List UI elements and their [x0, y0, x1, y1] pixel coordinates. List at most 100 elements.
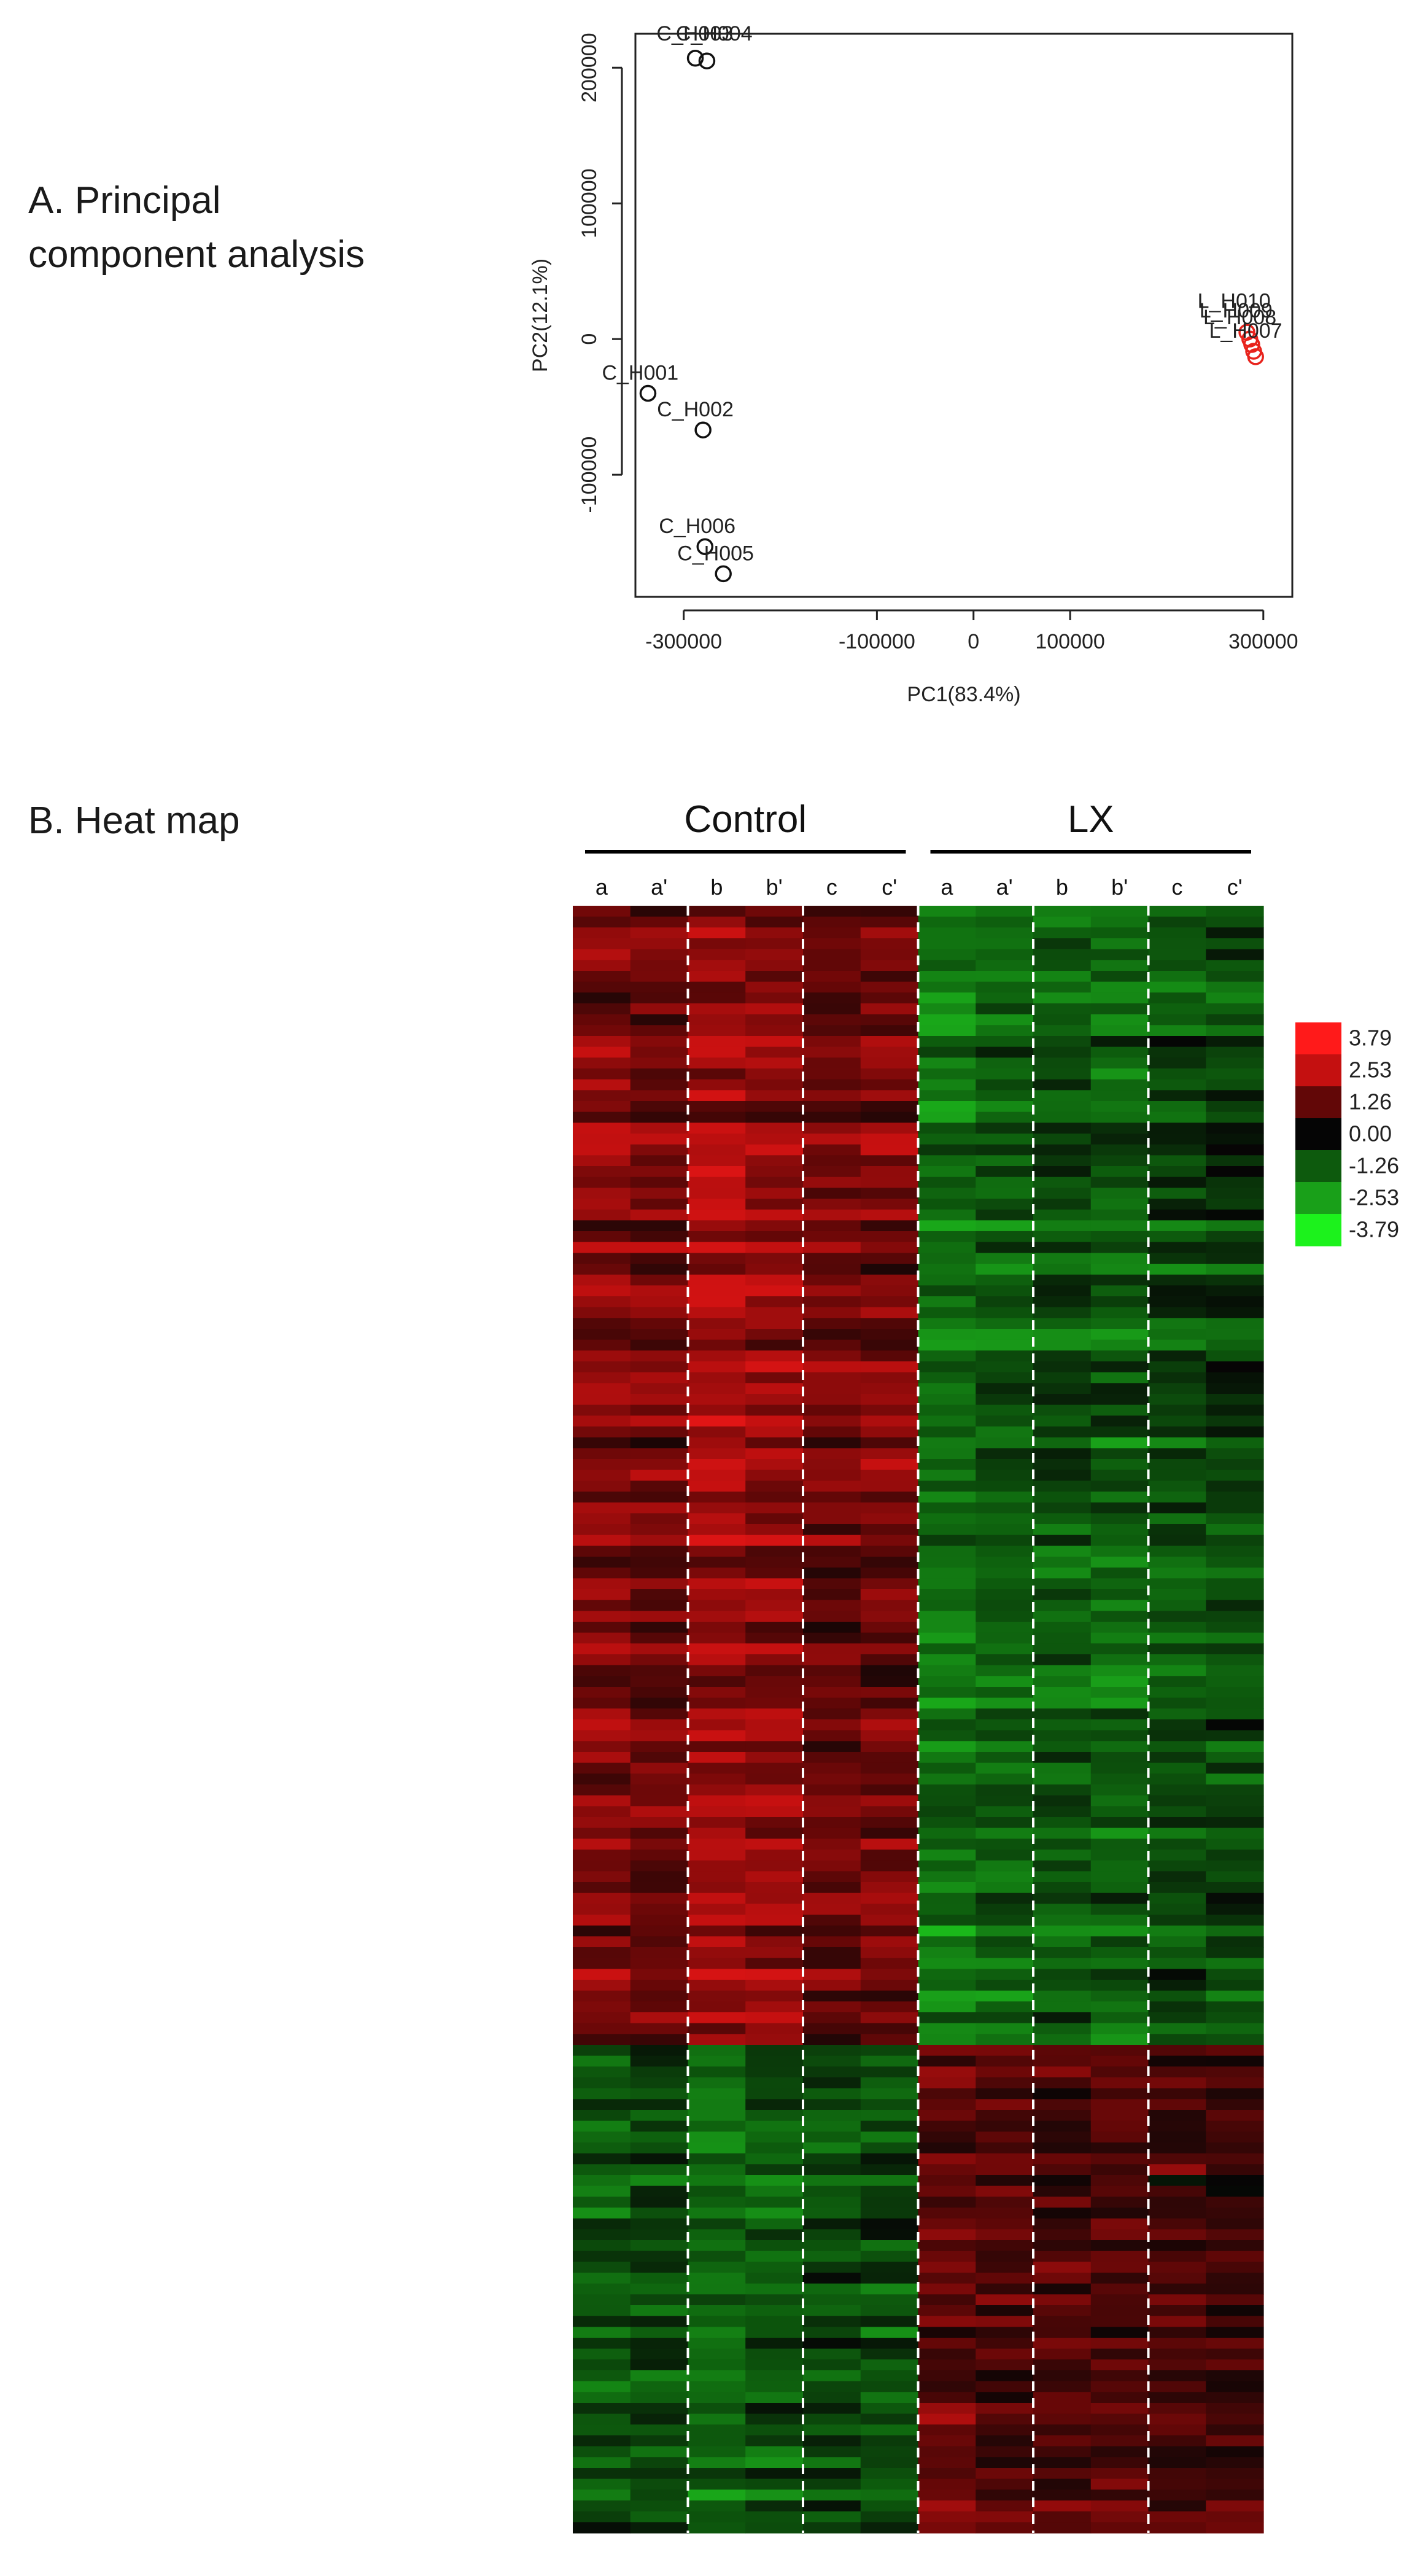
heatmap-cell — [745, 2001, 804, 2013]
heatmap-cell — [1206, 1643, 1264, 1655]
heatmap-cell — [1206, 981, 1264, 993]
heatmap-cell — [1090, 2229, 1149, 2241]
heatmap-cell — [1206, 1090, 1264, 1102]
heatmap-cell — [573, 1589, 631, 1601]
heatmap-cell — [860, 2110, 919, 2122]
heatmap-cell — [860, 1253, 919, 1264]
heatmap-cell — [860, 1502, 919, 1514]
heatmap-cell — [745, 2370, 804, 2382]
heatmap-cell — [1206, 2338, 1264, 2349]
column-label: b' — [766, 874, 783, 900]
heatmap-cell — [1033, 2294, 1092, 2306]
heatmap-cell — [1090, 906, 1149, 917]
heatmap-cell — [688, 1827, 746, 1839]
heatmap-cell — [688, 2218, 746, 2230]
heatmap-cell — [976, 1643, 1034, 1655]
heatmap-cell — [1033, 2164, 1092, 2176]
heatmap-cell — [573, 1350, 631, 1362]
column-label: b' — [1111, 874, 1128, 900]
heatmap-cell — [803, 1166, 861, 1178]
heatmap-cell — [1206, 992, 1264, 1004]
heatmap-cell — [573, 2262, 631, 2273]
heatmap-cell — [860, 2175, 919, 2187]
heatmap-cell — [976, 1730, 1034, 1741]
heatmap-cell — [1206, 2055, 1264, 2067]
heatmap-cell — [630, 1611, 689, 1622]
heatmap-cell — [918, 2142, 976, 2154]
heatmap-cell — [573, 1871, 631, 1883]
heatmap-cell — [745, 1003, 804, 1015]
heatmap-cell — [573, 1622, 631, 1633]
column-label: c — [1171, 874, 1182, 900]
heatmap-cell — [803, 2413, 861, 2425]
heatmap-cell — [573, 2305, 631, 2317]
heatmap-cell — [1033, 1817, 1092, 1829]
heatmap-cell — [745, 1719, 804, 1731]
heatmap-cell — [976, 1980, 1034, 1991]
heatmap-cell — [1148, 1915, 1206, 1926]
heatmap-cell — [573, 1676, 631, 1687]
heatmap-cell — [860, 949, 919, 960]
heatmap-cell — [573, 1773, 631, 1785]
heatmap-cell — [976, 1752, 1034, 1764]
heatmap-cell — [630, 1839, 689, 1850]
heatmap-cell — [573, 1567, 631, 1579]
heatmap-cell — [1148, 1567, 1206, 1579]
heatmap-cell — [688, 1513, 746, 1525]
heatmap-cell — [976, 906, 1034, 917]
heatmap-cell — [1090, 1253, 1149, 1264]
heatmap-cell — [1148, 1166, 1206, 1178]
heatmap-cell — [745, 2413, 804, 2425]
heatmap-cell — [1206, 2446, 1264, 2457]
heatmap-cell — [745, 949, 804, 960]
heatmap-cell — [745, 981, 804, 993]
heatmap-cell — [573, 1188, 631, 1199]
heatmap-cell — [918, 2511, 976, 2523]
heatmap-cell — [918, 1199, 976, 1210]
heatmap-cell — [803, 2381, 861, 2392]
heatmap-cell — [630, 1741, 689, 1753]
heatmap-cell — [918, 2197, 976, 2208]
heatmap-cell — [688, 949, 746, 960]
heatmap-cell — [803, 1817, 861, 1829]
heatmap-cell — [1206, 1969, 1264, 1980]
heatmap-cell — [803, 927, 861, 939]
heatmap-cell — [1090, 2034, 1149, 2045]
colorbar-swatch — [1295, 1022, 1341, 1055]
heatmap-cell — [688, 1762, 746, 1774]
heatmap-cell — [573, 2185, 631, 2197]
heatmap-cell — [860, 938, 919, 950]
heatmap-cell — [976, 927, 1034, 939]
heatmap-cell — [803, 1448, 861, 1460]
heatmap-cell — [976, 1546, 1034, 1557]
heatmap-cell — [1206, 1057, 1264, 1069]
heatmap-cell — [573, 1166, 631, 1178]
heatmap-cell — [745, 1936, 804, 1948]
panel-b-label: B. Heat map — [28, 800, 240, 842]
heatmap-cell — [860, 2457, 919, 2469]
colorbar-swatch — [1295, 1150, 1341, 1183]
heatmap-cell — [688, 2327, 746, 2338]
column-label: c — [826, 874, 837, 900]
heatmap-cell — [1033, 1708, 1092, 1720]
heatmap-cell — [630, 1264, 689, 1275]
heatmap-cell — [688, 2359, 746, 2371]
heatmap-cell — [630, 2424, 689, 2436]
heatmap-cell — [803, 2012, 861, 2024]
heatmap-cell — [918, 1784, 976, 1796]
heatmap-cell — [803, 2218, 861, 2230]
heatmap-cell — [688, 2370, 746, 2382]
heatmap-cell — [860, 1101, 919, 1113]
heatmap-cell — [1148, 1546, 1206, 1557]
heatmap-cell — [630, 1882, 689, 1894]
heatmap-cell — [803, 1231, 861, 1243]
heatmap-cell — [1206, 1079, 1264, 1091]
heatmap-cell — [976, 1915, 1034, 1926]
heatmap-cell — [1033, 1752, 1092, 1764]
heatmap-cell — [630, 938, 689, 950]
heatmap-cell — [1033, 981, 1092, 993]
heatmap-cell — [803, 2110, 861, 2122]
heatmap-cell — [1090, 1990, 1149, 2002]
heatmap-cell — [688, 2110, 746, 2122]
heatmap-cell — [745, 2435, 804, 2447]
